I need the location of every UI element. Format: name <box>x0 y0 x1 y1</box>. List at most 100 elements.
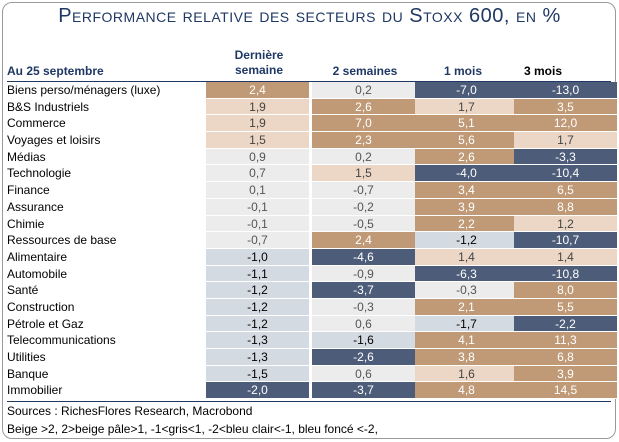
table-row: Automobile -1,1 -0,9 -6,3 -10,8 <box>7 265 618 283</box>
table-cell: -1,1 <box>206 265 310 283</box>
table-cell: 0,2 <box>312 148 416 166</box>
table-cell: -2,0 <box>206 382 310 400</box>
table-cell: -1,3 <box>206 349 310 366</box>
source-note: Sources : RichesFlores Research, Macrobo… <box>7 404 253 418</box>
table-cell: 14,5 <box>514 382 618 400</box>
table-cell: -1,2 <box>206 282 310 299</box>
header-divider <box>7 81 611 82</box>
column-header-1: 2 semaines <box>332 64 398 78</box>
table-row: Alimentaire -1,0 -4,6 1,4 1,4 <box>7 248 618 266</box>
table-cell: -0,1 <box>206 198 310 216</box>
row-label: Commerce <box>7 116 66 131</box>
table-row: Chimie -0,1 -0,5 2,2 1,2 <box>7 215 618 233</box>
row-label: Automobile <box>7 266 68 281</box>
table-cell: -10,7 <box>514 232 618 249</box>
table-row: Ressources de base -0,7 2,4 -1,2 -10,7 <box>7 232 618 249</box>
table-cell: -0,7 <box>206 232 310 249</box>
table-cell: 4,1 <box>415 332 519 349</box>
table-cell: 0,6 <box>312 315 416 333</box>
table-row: Banque -1,5 0,6 1,6 3,9 <box>7 365 618 383</box>
table-cell: 0,9 <box>206 148 310 166</box>
table-cell: 1,5 <box>312 165 416 183</box>
table-cell: 1,4 <box>514 248 618 266</box>
table-cell: 2,1 <box>415 298 519 316</box>
row-label: Banque <box>7 366 49 381</box>
column-header-0: Dernière semaine <box>234 48 284 77</box>
table-cell: -4,0 <box>415 165 519 183</box>
table-cell: -4,6 <box>312 248 416 266</box>
table-cell: -1,5 <box>206 365 310 383</box>
table-row: Voyages et loisirs 1,5 2,3 5,6 1,7 <box>7 132 618 149</box>
row-label: Biens perso/ménagers (luxe) <box>7 83 161 97</box>
table-cell: -0,9 <box>312 265 416 283</box>
table-cell: -10,4 <box>514 165 618 183</box>
table-row: Technologie 0,7 1,5 -4,0 -10,4 <box>7 165 618 183</box>
table-cell: 1,9 <box>206 98 310 116</box>
table-row: Telecommunications -1,3 -1,6 4,1 11,3 <box>7 332 618 349</box>
table-row: Santé -1,2 -3,7 -0,3 8,0 <box>7 282 618 299</box>
table-cell: -0,5 <box>312 215 416 233</box>
table-cell: 0,6 <box>312 365 416 383</box>
table-cell: -2,2 <box>514 315 618 333</box>
row-label: Construction <box>7 299 75 314</box>
table-row: Biens perso/ménagers (luxe) 2,4 0,2 -7,0 -13… <box>7 82 618 99</box>
row-label: Telecommunications <box>7 333 116 348</box>
row-label: Ressources de base <box>7 233 117 248</box>
table-cell: 2,2 <box>415 215 519 233</box>
table-cell: -0,7 <box>312 182 416 199</box>
table-cell: 2,6 <box>312 98 416 116</box>
table-cell: 5,5 <box>514 298 618 316</box>
table-cell: 12,0 <box>514 115 618 133</box>
column-header-2: 1 mois <box>443 64 482 78</box>
table-cell: -0,3 <box>415 282 519 299</box>
row-label: Finance <box>7 183 50 198</box>
table-cell: -0,1 <box>206 215 310 233</box>
table-cell: 1,2 <box>514 215 618 233</box>
table-cell: 11,3 <box>514 332 618 349</box>
table-cell: -1,6 <box>312 332 416 349</box>
table-cell: 1,7 <box>415 98 519 116</box>
table-cell: -1,2 <box>206 315 310 333</box>
table-cell: 0,2 <box>312 82 416 99</box>
table-cell: 4,8 <box>415 382 519 400</box>
table-cell: 2,3 <box>312 132 416 149</box>
table-cell: 3,5 <box>514 98 618 116</box>
table-cell: -0,2 <box>312 198 416 216</box>
row-label: Alimentaire <box>7 249 68 264</box>
table-cell: 3,9 <box>415 198 519 216</box>
row-label: Chimie <box>7 216 45 231</box>
table-row: Commerce 1,9 7,0 5,1 12,0 <box>7 115 618 133</box>
row-label: Utilities <box>7 350 46 364</box>
table-cell: 3,8 <box>415 349 519 366</box>
row-label: Technologie <box>7 166 72 181</box>
table-cell: -10,8 <box>514 265 618 283</box>
table-cell: -2,6 <box>312 349 416 366</box>
table-row: Médias 0,9 0,2 2,6 -3,3 <box>7 148 618 166</box>
table-cell: -1,2 <box>206 298 310 316</box>
table-cell: -1,3 <box>206 332 310 349</box>
table-cell: -3,7 <box>312 282 416 299</box>
row-header: Au 25 septembre <box>7 64 104 78</box>
table-row: Construction -1,2 -0,3 2,1 5,5 <box>7 298 618 316</box>
table-cell: 2,4 <box>312 232 416 249</box>
table-cell: 3,4 <box>415 182 519 199</box>
chart-title: Performance relative des secteurs du Sto… <box>58 5 561 27</box>
table-cell: -3,3 <box>514 148 618 166</box>
table-cell: -1,2 <box>415 232 519 249</box>
row-label: Immobilier <box>7 383 63 398</box>
table-cell: -0,3 <box>312 298 416 316</box>
table-row: B&S Industriels 1,9 2,6 1,7 3,5 <box>7 98 618 116</box>
color-legend-note: Beige >2, 2>beige pâle>1, -1<gris<1, -2<… <box>7 422 378 436</box>
table-row: Pétrole et Gaz -1,2 0,6 -1,7 -2,2 <box>7 315 618 333</box>
table-cell: 3,9 <box>514 365 618 383</box>
table-cell: 1,4 <box>415 248 519 266</box>
row-label: Pétrole et Gaz <box>7 316 84 331</box>
table-cell: 1,9 <box>206 115 310 133</box>
table-row: Finance 0,1 -0,7 3,4 6,5 <box>7 182 618 199</box>
table-cell: -1,0 <box>206 248 310 266</box>
table-cell: -13,0 <box>514 82 618 99</box>
table-cell: 7,0 <box>312 115 416 133</box>
table-cell: 6,8 <box>514 349 618 366</box>
table-cell: 1,7 <box>514 132 618 149</box>
table-cell: -7,0 <box>415 82 519 99</box>
